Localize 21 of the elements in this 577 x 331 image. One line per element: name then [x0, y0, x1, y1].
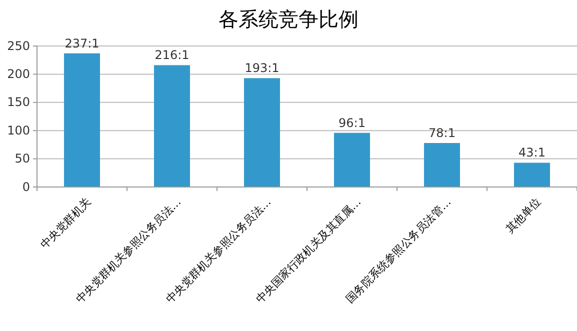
x-tick-label: 其他单位 [503, 195, 544, 236]
bar [514, 162, 550, 187]
x-tick-label: 中央党群机关 [38, 195, 94, 252]
chart-title: 各系统竞争比例 [218, 7, 358, 31]
data-label: 216:1 [154, 48, 190, 62]
y-tick-label: 200 [7, 67, 30, 82]
bar [334, 132, 370, 187]
bar [64, 53, 100, 187]
y-tick-label: 0 [22, 180, 30, 194]
data-label: 193:1 [244, 61, 280, 76]
data-label: 43:1 [518, 146, 546, 160]
bar [424, 143, 460, 187]
y-tick-label: 100 [7, 123, 30, 138]
bar [154, 65, 190, 187]
data-label: 78:1 [428, 126, 456, 140]
data-label: 96:1 [338, 116, 366, 130]
y-tick-label: 150 [7, 95, 30, 110]
data-label: 237:1 [64, 36, 100, 50]
y-tick-label: 50 [14, 152, 30, 166]
bar [244, 78, 280, 187]
y-tick-label: 250 [7, 38, 30, 53]
